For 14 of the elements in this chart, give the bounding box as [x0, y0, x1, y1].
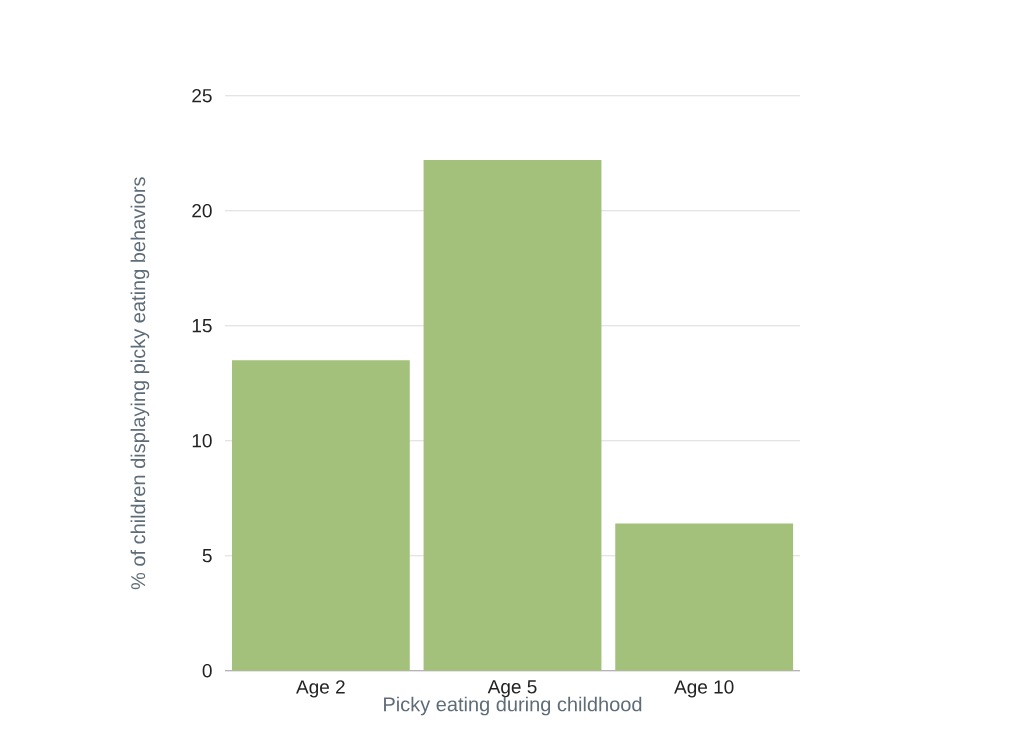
y-axis-title: % of children displaying picky eating behaviors: [130, 177, 150, 590]
y-tick-label: 20: [192, 203, 212, 218]
x-tick-label: Age 10: [674, 680, 734, 698]
y-tick-label: 0: [202, 663, 212, 678]
y-tick-label: 5: [202, 549, 212, 563]
bar: [615, 523, 794, 671]
bar: [423, 160, 602, 671]
x-tick-label: Age 5: [487, 680, 537, 698]
y-tick-label: 25: [192, 88, 212, 103]
y-tick-label: 15: [192, 319, 212, 333]
y-tick-label: 10: [192, 433, 212, 448]
bar: [231, 360, 410, 671]
x-axis-title: Picky eating during childhood: [384, 696, 642, 716]
x-tick-label: Age 2: [296, 680, 345, 698]
